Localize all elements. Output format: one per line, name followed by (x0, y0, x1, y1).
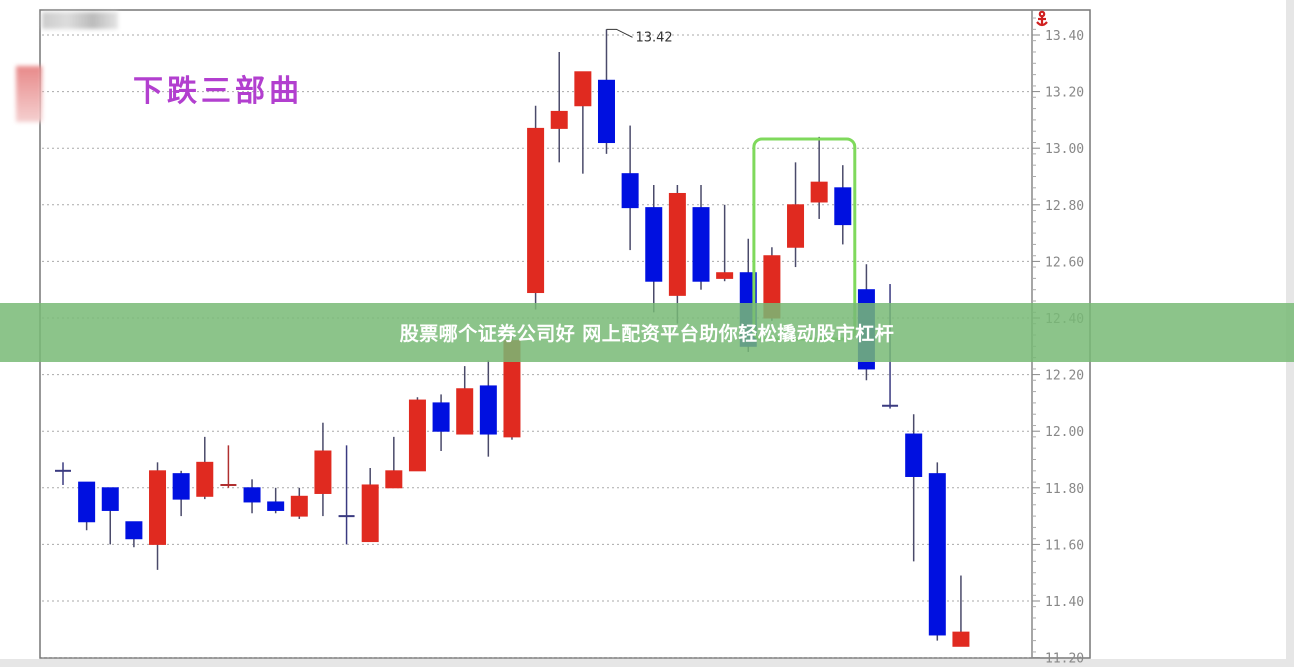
y-tick-label: 12.60 (1045, 255, 1084, 270)
candle (101, 487, 119, 545)
candle (432, 394, 450, 452)
candle (55, 462, 71, 485)
candle (574, 71, 592, 174)
candle (810, 136, 828, 219)
candle (621, 125, 639, 251)
candle (692, 184, 710, 290)
y-tick-label: 11.20 (1045, 652, 1084, 667)
candle-body (550, 110, 568, 129)
candle-body (834, 187, 852, 226)
candle (668, 184, 686, 324)
candle-body (196, 461, 214, 497)
candle (220, 445, 237, 488)
y-tick-label: 12.20 (1045, 369, 1084, 384)
anchor-icon (1036, 10, 1048, 27)
candle (149, 462, 167, 570)
y-tick-label: 12.80 (1045, 199, 1084, 214)
candle (243, 479, 261, 514)
annotation-label: 13.42 (635, 30, 672, 45)
y-axis-minor-ticks (1032, 17, 1036, 653)
y-tick-label: 11.40 (1045, 595, 1084, 610)
candle-body (290, 495, 308, 517)
candle (125, 521, 143, 548)
candle (196, 436, 214, 500)
candle-body (928, 473, 946, 636)
candle-body (810, 181, 828, 203)
candle-body (432, 402, 450, 432)
y-tick-label: 12.00 (1045, 425, 1084, 440)
candle-body (668, 192, 686, 296)
candle (290, 487, 308, 519)
candle-body (172, 473, 190, 500)
candle-body (574, 71, 592, 107)
candle-body (408, 399, 426, 472)
candle-body (314, 450, 332, 494)
y-axis-ticks: 11.2011.4011.6011.8012.0012.2012.4012.60… (1032, 29, 1084, 667)
candle-body (385, 470, 403, 489)
candle (597, 29, 615, 154)
candle-body (527, 127, 545, 294)
y-tick-label: 13.20 (1045, 86, 1084, 101)
candle-body (243, 487, 261, 503)
candle (550, 51, 568, 163)
y-tick-label: 11.60 (1045, 538, 1084, 553)
blurred-watermark (42, 12, 118, 29)
candle (408, 397, 426, 472)
banner-text[interactable]: 股票哪个证券公司好 网上配资平台助你轻松撬动股市杠杆 (399, 323, 895, 345)
candle-body (952, 631, 970, 647)
y-tick-label: 13.00 (1045, 142, 1084, 157)
annotation-leader-line (606, 28, 633, 38)
candle-body (597, 79, 615, 144)
candle (952, 575, 970, 647)
candle-body (267, 501, 285, 511)
candle (172, 470, 190, 517)
candle-body (787, 204, 805, 248)
candle (928, 462, 946, 641)
candle (338, 445, 355, 545)
candle-body (456, 388, 474, 435)
candle-body (716, 272, 734, 279)
candle (78, 481, 96, 531)
candle (479, 360, 497, 457)
candle-body (645, 207, 663, 282)
page-bottom-edge (0, 659, 1294, 667)
candle (385, 436, 403, 489)
y-tick-label: 11.80 (1045, 482, 1084, 497)
y-tick-label: 13.40 (1045, 29, 1084, 44)
candle-body (692, 207, 710, 282)
candle (456, 366, 474, 435)
candle-body (479, 385, 497, 435)
high-annotation: 13.42 (606, 28, 673, 45)
candle (314, 422, 332, 517)
candle-body (101, 487, 119, 511)
candle-body (125, 521, 143, 540)
candle (645, 184, 663, 313)
candle (905, 414, 923, 562)
candle-body (78, 481, 96, 523)
candle-body (149, 470, 167, 545)
candle (716, 204, 734, 282)
candle (361, 467, 379, 543)
candle (527, 105, 545, 310)
blurred-edge-mark (16, 66, 42, 122)
candle (834, 165, 852, 245)
candle-body (621, 173, 639, 209)
chart-title: 下跌三部曲 (133, 74, 303, 109)
candle-body (905, 433, 923, 477)
candle-body (361, 484, 379, 543)
candle (787, 162, 805, 268)
candle (267, 487, 285, 514)
overlay-banner[interactable]: 股票哪个证券公司好 网上配资平台助你轻松撬动股市杠杆 (0, 303, 1294, 362)
